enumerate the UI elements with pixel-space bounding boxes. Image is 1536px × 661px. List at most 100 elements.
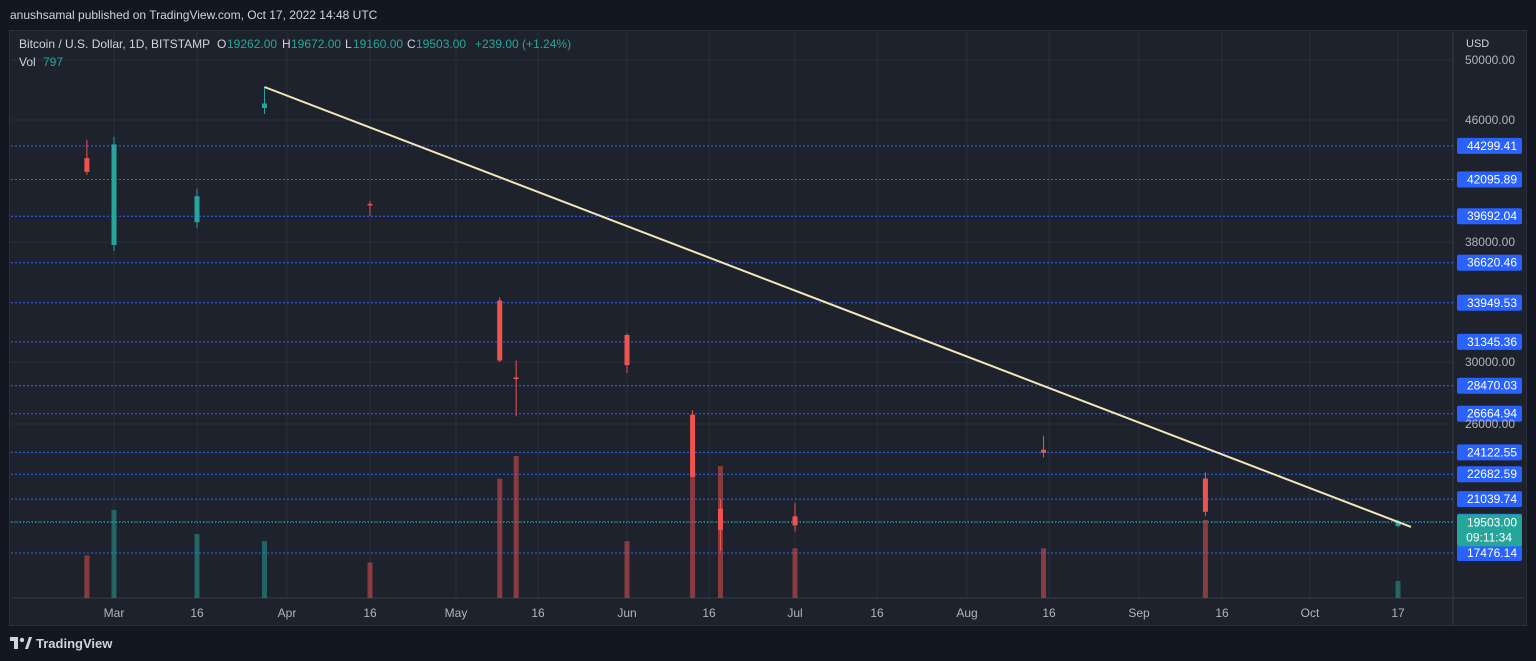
level-badge — [1457, 405, 1522, 422]
trendline-layer — [264, 86, 1412, 528]
x-tick-label: Jul — [787, 606, 802, 620]
level-badge-label: 33949.53 — [1467, 296, 1517, 310]
tradingview-logo[interactable]: TradingView — [10, 636, 112, 651]
candle — [1202, 472, 1208, 517]
level-badge-label: 39692.04 — [1467, 209, 1517, 223]
chart-panel[interactable]: Mar 16 Apr 16 May 16 Jun 16 Jul 16 Aug 16 Sep 16 Oct 17… — [9, 30, 1527, 626]
volume-bars — [84, 456, 1401, 598]
candle-body — [624, 335, 630, 366]
volume-bar — [624, 541, 630, 598]
level-badge — [1457, 333, 1522, 350]
candlestick-series — [84, 87, 1401, 552]
x-tick-label: 16 — [702, 606, 716, 620]
level-badge-label: 24122.55 — [1467, 445, 1517, 459]
candle-body — [262, 103, 267, 108]
candle — [690, 410, 696, 477]
last-price-badge — [1457, 514, 1522, 547]
volume-bar — [262, 541, 267, 598]
x-tick-label: 16 — [190, 606, 204, 620]
level-badge — [1457, 294, 1522, 311]
legend-vol-value: 797 — [43, 55, 63, 69]
candle-body — [1395, 522, 1401, 526]
candle — [497, 297, 503, 362]
candle-body — [194, 196, 200, 223]
level-badge-label: 36620.46 — [1467, 256, 1517, 270]
x-axis: Mar 16 Apr 16 May 16 Jun 16 Jul 16 Aug 16 Sep 16 Oct 17 — [104, 606, 1405, 620]
level-badge-label: 17476.14 — [1467, 546, 1517, 560]
x-tick-label: May — [445, 606, 468, 620]
legend-high-label: H — [282, 37, 291, 51]
x-tick-label: Apr — [278, 606, 297, 620]
x-tick-label: 17 — [1391, 606, 1405, 620]
legend-high-value: 19672.00 — [291, 37, 341, 51]
level-badge — [1457, 466, 1522, 483]
trendline — [264, 86, 1412, 528]
volume-bar — [84, 555, 90, 598]
level-badge — [1457, 544, 1522, 561]
candle-body — [1202, 478, 1208, 512]
candle — [513, 360, 519, 417]
candle-body — [513, 377, 519, 380]
level-badge-label: 26664.94 — [1467, 407, 1517, 421]
level-badge-label: 21039.74 — [1467, 492, 1517, 506]
candle — [84, 139, 90, 175]
x-tick-label: Oct — [1301, 606, 1320, 620]
legend-change-value: +239.00 (+1.24%) — [475, 37, 571, 51]
candle-body — [111, 144, 117, 245]
y-tick-label: 50000.00 — [1465, 53, 1515, 67]
legend-close-label: C — [407, 37, 416, 51]
candle-body — [792, 516, 798, 526]
candle — [111, 136, 117, 251]
x-tick-label: 16 — [363, 606, 377, 620]
volume-bar — [690, 458, 696, 598]
candle-body — [717, 508, 723, 530]
level-badge — [1457, 254, 1522, 271]
level-badge-label: 28470.03 — [1467, 379, 1517, 393]
x-tick-label: 16 — [531, 606, 545, 620]
x-tick-label: Sep — [1128, 606, 1150, 620]
horizontal-levels — [11, 145, 1453, 554]
level-badge-label: 22682.59 — [1467, 467, 1517, 481]
candle-body — [367, 203, 373, 206]
legend-open-label: O — [217, 37, 226, 51]
legend-vol-label: Vol — [19, 55, 36, 69]
volume-bar — [792, 548, 798, 598]
x-tick-label: Jun — [617, 606, 636, 620]
tradingview-brand: TradingView — [36, 636, 113, 651]
candle — [367, 200, 373, 217]
volume-bar — [1041, 548, 1047, 598]
published-text: anushsamal published on TradingView.com,… — [10, 8, 378, 22]
countdown-label: 09:11:34 — [1466, 530, 1512, 544]
volume-bar — [1202, 519, 1208, 598]
x-tick-label: 16 — [870, 606, 884, 620]
volume-bar — [513, 456, 519, 598]
candle — [624, 333, 630, 373]
legend-layer: Bitcoin / U.S. Dollar, 1D, BITSTAMP O 19… — [19, 37, 571, 69]
candle-body — [84, 158, 90, 172]
last-price-label: 19503.00 — [1467, 515, 1517, 529]
currency-label: USD — [1466, 38, 1489, 50]
volume-bar — [367, 562, 373, 598]
candle — [1041, 436, 1047, 458]
level-badge — [1457, 491, 1522, 508]
tradingview-logo-icon — [10, 636, 32, 649]
legend-close-value: 19503.00 — [416, 37, 466, 51]
y-axis: 44299.41 42095.89 39692.04 36620.46 33949.53… — [1457, 53, 1522, 561]
candle — [717, 499, 723, 552]
volume-bar — [1395, 580, 1401, 598]
candle-body — [497, 300, 503, 361]
candle — [792, 502, 798, 532]
level-badge-label: 44299.41 — [1467, 139, 1517, 153]
footer: TradingView — [0, 626, 1536, 661]
volume-bar — [194, 534, 200, 598]
x-tick-label: 16 — [1215, 606, 1229, 620]
y-tick-label: 46000.00 — [1465, 113, 1515, 127]
level-badge — [1457, 171, 1522, 188]
price-chart[interactable]: Mar 16 Apr 16 May 16 Jun 16 Jul 16 Aug 16 Sep 16 Oct 17… — [10, 31, 1526, 625]
x-tick-label: Mar — [104, 606, 125, 620]
legend-low-value: 19160.00 — [353, 37, 403, 51]
level-badge — [1457, 444, 1522, 461]
volume-bar — [497, 478, 503, 598]
candle — [262, 87, 267, 114]
chart-grid — [11, 32, 1525, 625]
